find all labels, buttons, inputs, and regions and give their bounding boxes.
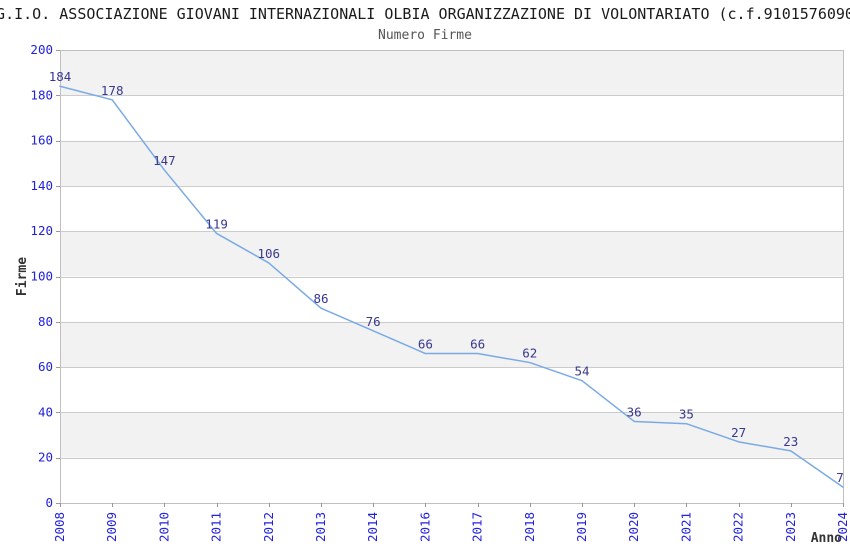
x-tick-label: 2016 [417,512,432,542]
plot-band [60,412,843,458]
x-tick-label: 2013 [313,512,328,542]
y-tick-label: 140 [30,178,53,193]
y-axis-title: Firme [15,257,30,296]
y-tick-label: 40 [38,404,53,419]
data-point-label: 7 [836,470,844,485]
plot-band [60,50,843,96]
x-tick-label: 2014 [365,512,380,542]
data-point-label: 86 [313,291,328,306]
plot-band [60,321,843,368]
data-point-label: 106 [258,246,281,261]
data-point-label: 23 [783,434,798,449]
plot-band [60,231,843,277]
x-tick-label: 2023 [783,512,798,542]
x-tick-label: 2021 [678,512,693,542]
data-point-label: 62 [522,346,537,361]
x-tick-label: 2019 [574,512,589,542]
x-tick-label: 2009 [104,512,119,542]
x-tick-label: 2010 [156,512,171,542]
data-point-label: 184 [49,69,72,84]
y-tick-label: 20 [38,450,53,465]
x-tick-label: 2012 [261,512,276,542]
data-point-label: 66 [470,337,485,352]
data-point-label: 27 [731,425,746,440]
x-tick-label: 2018 [522,512,537,542]
plot-band [60,140,843,186]
data-point-label: 66 [418,337,433,352]
x-tick-label: 2022 [731,512,746,542]
x-tick-label: 2020 [626,512,641,542]
y-tick-label: 200 [30,42,53,57]
series-line [59,85,844,488]
x-tick-label: 2008 [52,512,67,542]
x-axis-title: Anno [811,531,842,546]
y-tick-label: 0 [45,495,53,510]
data-point-label: 35 [679,407,694,422]
data-point-label: 76 [366,314,381,329]
y-tick-label: 100 [30,269,53,284]
plot-border [60,50,844,504]
data-point-label: 54 [574,364,589,379]
y-tick-label: 60 [38,359,53,374]
data-point-label: 36 [627,404,642,419]
y-tick-label: 160 [30,133,53,148]
data-point-label: 119 [205,216,228,231]
y-tick-label: 180 [30,87,53,102]
x-tick-label: 2011 [209,512,224,542]
data-point-label: 147 [153,153,176,168]
x-tick-label: 2024 [835,512,850,542]
chart-subtitle: Numero Firme [378,28,472,43]
y-tick-label: 120 [30,223,53,238]
chart-title: A.G.I.O. ASSOCIAZIONE GIOVANI INTERNAZIO… [0,5,850,23]
data-point-label: 178 [101,83,124,98]
x-tick-label: 2017 [470,512,485,542]
y-tick-label: 80 [38,314,53,329]
